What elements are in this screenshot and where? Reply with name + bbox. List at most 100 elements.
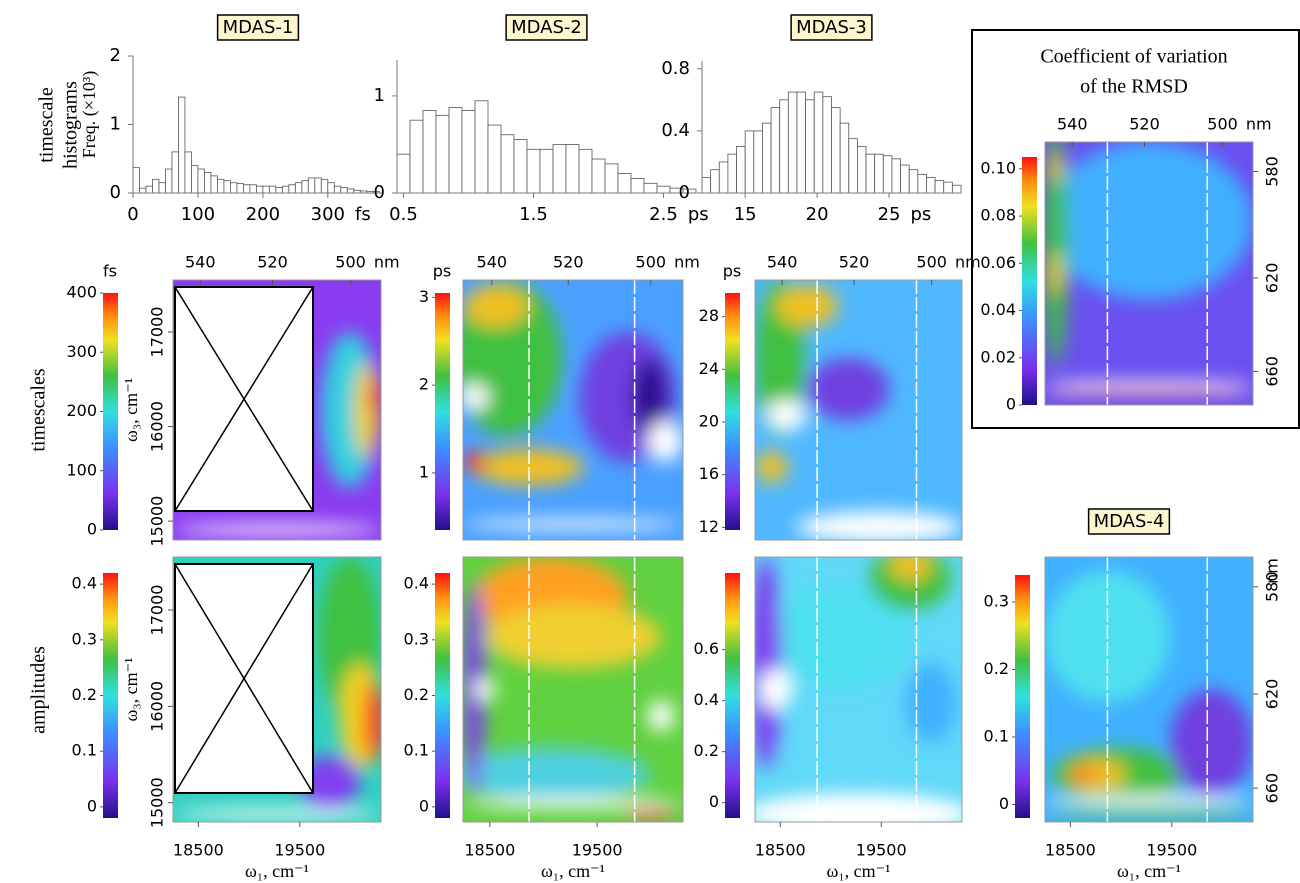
heatmap-region — [796, 511, 962, 542]
histogram-bar — [191, 166, 197, 193]
colorbar — [725, 293, 740, 530]
x2-tick-label: 540 — [477, 253, 508, 272]
histogram-bar — [449, 108, 462, 193]
colorbar-tick-label: 2 — [419, 375, 429, 394]
colorbar-tick-label: 24 — [699, 359, 719, 378]
colorbar-tick-label: 0.6 — [694, 639, 719, 658]
heatmap-region — [648, 700, 674, 732]
colorbar-tick-label: 20 — [699, 412, 719, 431]
colorbar-unit: ps — [433, 262, 452, 281]
x-axis-label: ω₁, cm⁻¹ — [826, 861, 890, 881]
histogram-bar — [631, 178, 644, 193]
y-tick-label: 17000 — [148, 585, 167, 636]
colorbar-tick-label: 0.08 — [980, 206, 1016, 225]
x2-tick-label: 540 — [767, 253, 798, 272]
histogram-bar — [909, 170, 918, 193]
x2-tick-label: 500 — [335, 253, 366, 272]
x2-tick-label: 500 — [636, 253, 667, 272]
histogram-bar — [347, 189, 353, 193]
histogram-bar — [165, 169, 171, 193]
inset-title: of the RMSD — [1080, 76, 1188, 98]
colorbar-tick-label: 400 — [66, 283, 97, 302]
colorbar — [725, 573, 740, 818]
panel-title: MDAS-1 — [223, 17, 294, 38]
heatmap-region — [890, 549, 931, 581]
heatmap-region — [1045, 389, 1253, 394]
heatmap-region — [1070, 764, 1095, 785]
histogram-bar — [475, 101, 488, 193]
colorbar-tick-label: 0.02 — [980, 347, 1016, 366]
histogram-bar — [334, 186, 340, 193]
histogram-bar — [289, 185, 295, 193]
heatmap-region — [776, 285, 838, 327]
histogram-bar — [875, 154, 884, 193]
histogram-bar — [397, 154, 410, 193]
histogram-bar — [341, 188, 347, 193]
histogram-bar — [501, 135, 514, 193]
heatmap-region — [1045, 796, 1253, 807]
x-unit: ps — [688, 204, 709, 225]
histogram-bar — [410, 120, 423, 193]
histogram-bar — [159, 183, 165, 193]
heatmap-image — [173, 557, 385, 822]
y-axis-label: ω₃, cm⁻¹ — [121, 378, 141, 442]
heatmap-region — [759, 668, 792, 710]
y2-tick-label: 580 — [1263, 156, 1282, 187]
heatmap-region — [745, 793, 973, 835]
heatmap-region — [1049, 155, 1061, 181]
y-tick-label: 0 — [374, 182, 385, 203]
y-tick-label: 1 — [374, 85, 385, 106]
x-tick-label: 19500 — [572, 841, 623, 860]
histogram-bar — [762, 123, 771, 193]
colorbar-tick-label: 0.4 — [72, 574, 97, 593]
colorbar-tick-label: 0.1 — [72, 741, 97, 760]
histogram-bar — [133, 168, 139, 193]
histogram-bar — [282, 186, 288, 193]
x2-unit: nm — [955, 253, 981, 272]
y-tick-label: 16000 — [148, 401, 167, 452]
colorbar — [103, 293, 118, 530]
colorbar-tick-label: 100 — [66, 460, 97, 479]
heatmap-region — [906, 663, 956, 743]
histogram-bar — [754, 131, 763, 193]
figure: timescale histograms timescales amplitud… — [0, 0, 1300, 883]
colorbar-tick-label: 0 — [709, 792, 719, 811]
colorbar-tick-label: 0 — [1006, 395, 1016, 414]
y-tick-label: 0.4 — [661, 120, 690, 141]
heatmap-image — [1045, 557, 1253, 822]
histogram-bar — [276, 188, 282, 193]
x-tick-label: 1.5 — [519, 204, 548, 225]
heatmap-image — [755, 280, 962, 543]
histogram-bar — [256, 186, 262, 193]
histogram-bar — [488, 125, 501, 193]
heatmap-region — [624, 809, 677, 820]
histogram-bar — [224, 181, 230, 193]
histogram-bar — [172, 152, 178, 193]
colorbar-tick-label: 0.2 — [694, 741, 719, 760]
x-tick-label: 18500 — [173, 841, 224, 860]
histogram-bar — [553, 144, 566, 193]
heatmap-region — [749, 557, 782, 769]
colorbar-tick-label: 0.2 — [72, 685, 97, 704]
x2-tick-label: 540 — [185, 253, 216, 272]
histogram-bar — [780, 100, 789, 193]
histogram-bar — [237, 183, 243, 193]
heatmap-region — [755, 452, 788, 483]
colorbar-tick-label: 0.3 — [984, 592, 1009, 611]
heatmap-region — [765, 400, 806, 431]
heatmap-region — [173, 809, 381, 820]
colorbar-tick-label: 16 — [699, 464, 719, 483]
x-axis-label: ω₁, cm⁻¹ — [1117, 861, 1181, 881]
heatmap-region — [1170, 690, 1253, 796]
histogram-bar — [918, 174, 927, 193]
panel-title: MDAS-2 — [511, 17, 582, 38]
heatmap-region — [463, 452, 485, 473]
histogram-bar — [540, 149, 553, 193]
histogram-bar — [243, 185, 249, 193]
x-tick-label: 19500 — [1146, 841, 1197, 860]
colorbar-tick-label: 0.10 — [980, 158, 1016, 177]
histogram-bar — [211, 176, 217, 193]
x2-unit: nm — [674, 253, 700, 272]
histogram-bar — [711, 170, 720, 193]
histogram-bar — [883, 156, 892, 193]
